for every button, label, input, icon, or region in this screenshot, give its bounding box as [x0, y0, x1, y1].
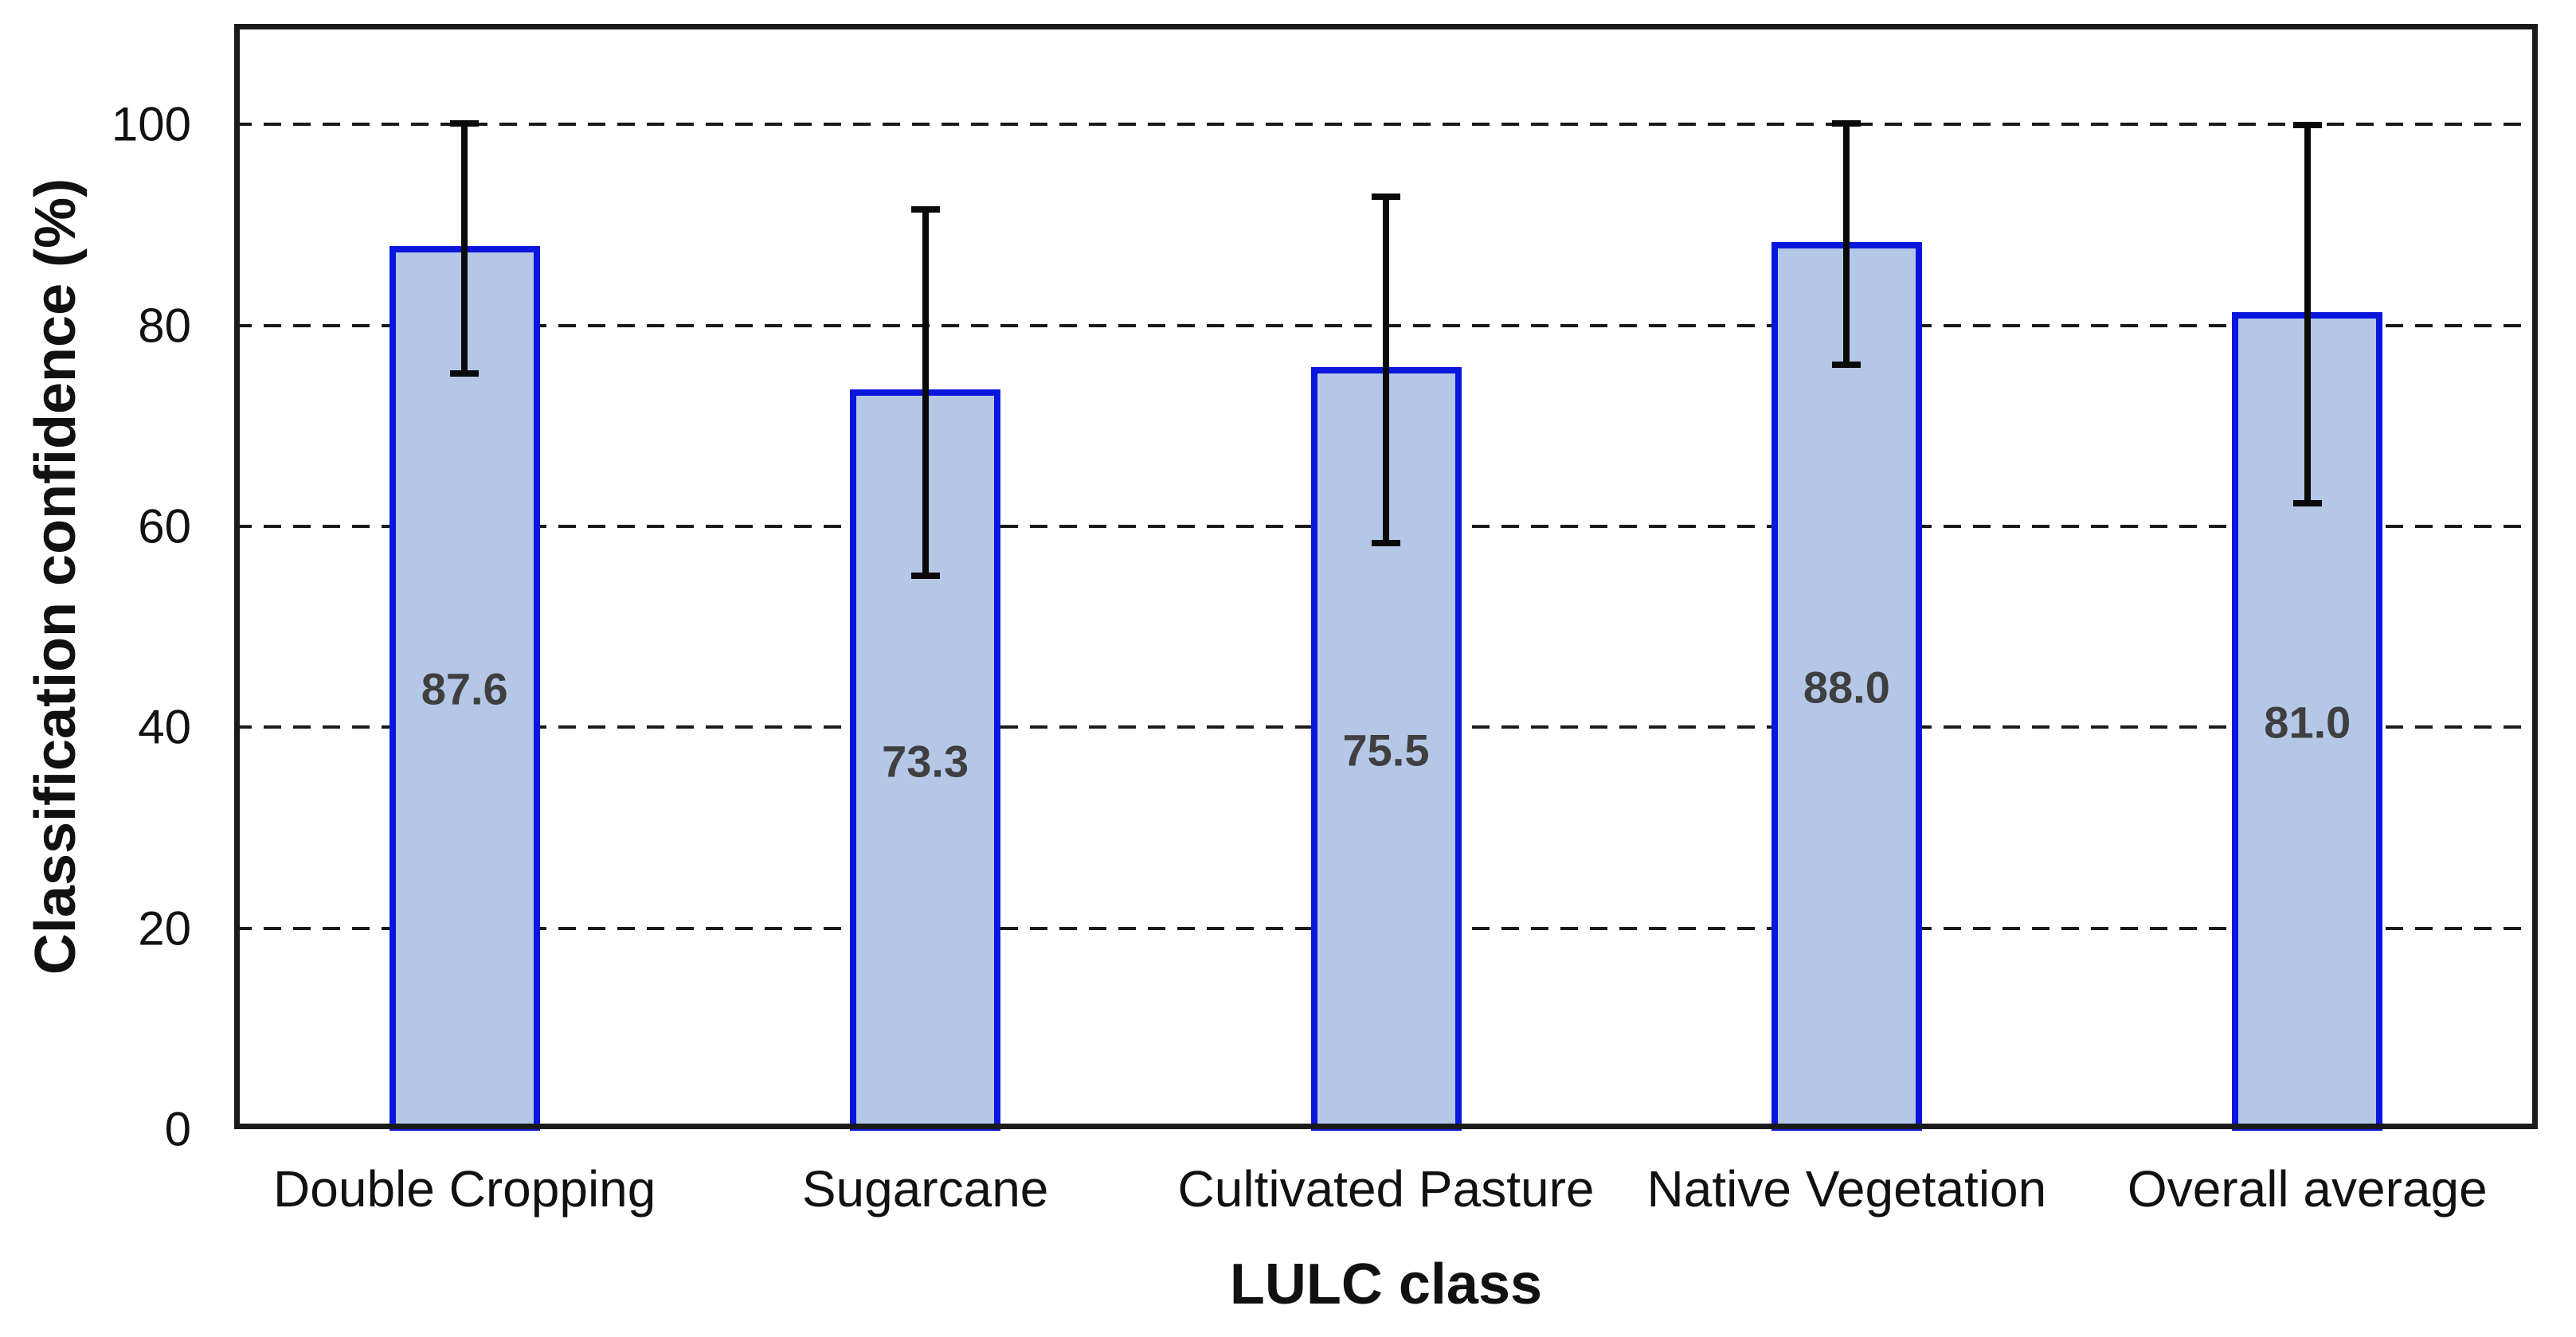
error-bar-0	[461, 123, 468, 374]
x-axis-title: LULC class	[1229, 1253, 1543, 1316]
error-bar-cap-top-1	[910, 206, 940, 213]
y-tick-label-0: 0	[164, 1102, 191, 1156]
bar-3	[1771, 241, 1922, 1131]
x-category-label-4: Overall average	[2127, 1160, 2488, 1218]
y-tick-label-100: 100	[111, 97, 191, 151]
y-tick-label-20: 20	[138, 901, 191, 956]
bar-value-label-0: 87.6	[421, 663, 508, 714]
y-tick-label-40: 40	[138, 700, 191, 754]
error-bar-cap-bottom-3	[1832, 361, 1862, 368]
error-bar-cap-top-4	[2292, 122, 2322, 129]
error-bar-cap-top-2	[1372, 194, 1400, 201]
error-bar-4	[2304, 125, 2311, 503]
x-category-label-1: Sugarcane	[801, 1160, 1049, 1218]
error-bar-3	[1843, 123, 1850, 365]
error-bar-cap-bottom-2	[1372, 540, 1400, 547]
error-bar-cap-bottom-4	[2292, 499, 2322, 506]
error-bar-1	[922, 209, 929, 576]
error-bar-cap-top-0	[450, 119, 480, 127]
bar-value-label-4: 81.0	[2264, 697, 2351, 748]
bar-value-label-3: 88.0	[1803, 662, 1890, 713]
plot-area: 87.6 73.3 75.5 88.0 81.0	[234, 24, 2538, 1131]
error-bar-2	[1383, 197, 1389, 544]
bar-value-label-1: 73.3	[882, 736, 969, 787]
y-tick-label-60: 60	[138, 499, 191, 553]
x-category-label-3: Native Vegetation	[1646, 1160, 2047, 1218]
bar-value-label-2: 75.5	[1342, 725, 1430, 776]
x-category-label-2: Cultivated Pasture	[1177, 1160, 1595, 1218]
error-bar-cap-bottom-1	[910, 572, 940, 579]
x-category-label-0: Double Cropping	[273, 1160, 656, 1218]
y-tick-label-80: 80	[138, 299, 191, 353]
error-bar-cap-top-3	[1832, 119, 1862, 127]
gridline-100	[234, 123, 2538, 127]
error-bar-cap-bottom-0	[450, 370, 480, 377]
